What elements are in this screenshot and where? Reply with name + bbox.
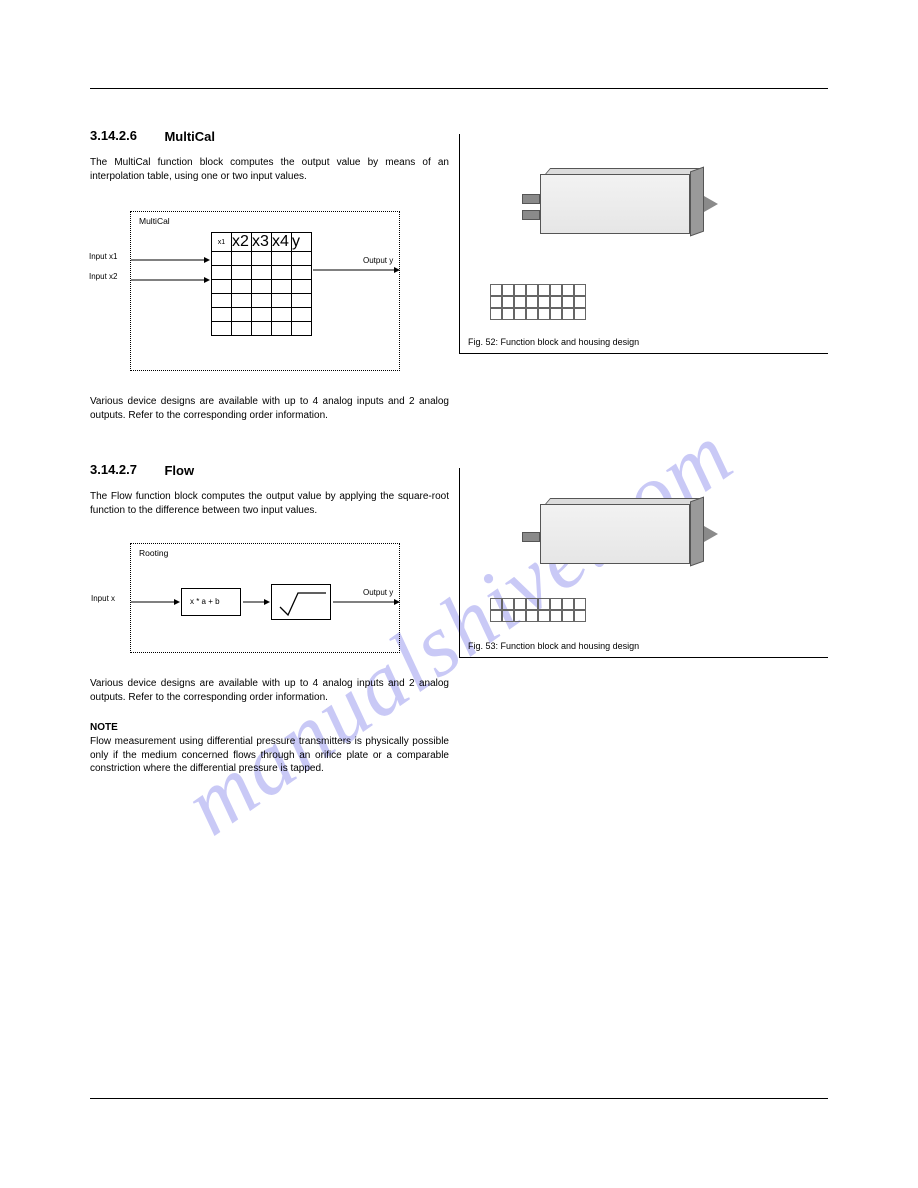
multical-desc: The MultiCal function block computes the… (90, 156, 449, 183)
figure-52: Fig. 52: Function block and housing desi… (459, 134, 828, 354)
multical-p2: Various device designs are available wit… (90, 395, 449, 422)
heading-number: 3.14.2.7 (90, 462, 160, 477)
section-multical: 3.14.2.6 MultiCal The MultiCal function … (90, 128, 828, 422)
diagram1-arrows (131, 212, 401, 372)
diagram2-arrows (131, 544, 401, 654)
flow-desc: The Flow function block computes the out… (90, 490, 449, 517)
heading-title: Flow (164, 463, 194, 478)
flow-right: Fig. 53: Function block and housing desi… (459, 462, 828, 776)
flow-left: 3.14.2.7 Flow The Flow function block co… (90, 462, 459, 776)
multical-right: Fig. 52: Function block and housing desi… (459, 128, 828, 422)
section-flow: 3.14.2.7 Flow The Flow function block co… (90, 462, 828, 776)
lbl-x1: Input x1 (89, 252, 117, 261)
figure-52-caption: Fig. 52: Function block and housing desi… (468, 337, 639, 347)
lbl-x2: Input x2 (89, 272, 117, 281)
figure-53-caption: Fig. 53: Function block and housing desi… (468, 641, 639, 651)
note-label: NOTE (90, 722, 449, 733)
heading-multical: 3.14.2.6 MultiCal (90, 128, 449, 146)
io-grid (490, 284, 586, 320)
lbl-out: Output y (363, 256, 393, 265)
diagram-multical: MultiCal x1 x2 x3 x4 y (130, 211, 400, 371)
heading-number: 3.14.2.6 (90, 128, 160, 143)
page-content: 3.14.2.6 MultiCal The MultiCal function … (90, 100, 828, 776)
rule-top (90, 88, 828, 89)
note-body: Flow measurement using differential pres… (90, 735, 449, 776)
figure-53: Fig. 53: Function block and housing desi… (459, 468, 828, 658)
page: manualshive.com 3.14.2.6 MultiCal The Mu… (0, 0, 918, 1188)
lbl-out: Output y (363, 588, 393, 597)
flow-p2: Various device designs are available wit… (90, 677, 449, 704)
multical-left: 3.14.2.6 MultiCal The MultiCal function … (90, 128, 459, 422)
lbl-in: Input x (91, 594, 115, 603)
heading-title: MultiCal (164, 129, 215, 144)
io-grid (490, 598, 586, 622)
heading-flow: 3.14.2.7 Flow (90, 462, 449, 480)
diagram-flow: Rooting x * a + b (130, 543, 400, 653)
device-tip (704, 526, 718, 542)
device-tip (704, 196, 718, 212)
rule-bottom (90, 1098, 828, 1099)
